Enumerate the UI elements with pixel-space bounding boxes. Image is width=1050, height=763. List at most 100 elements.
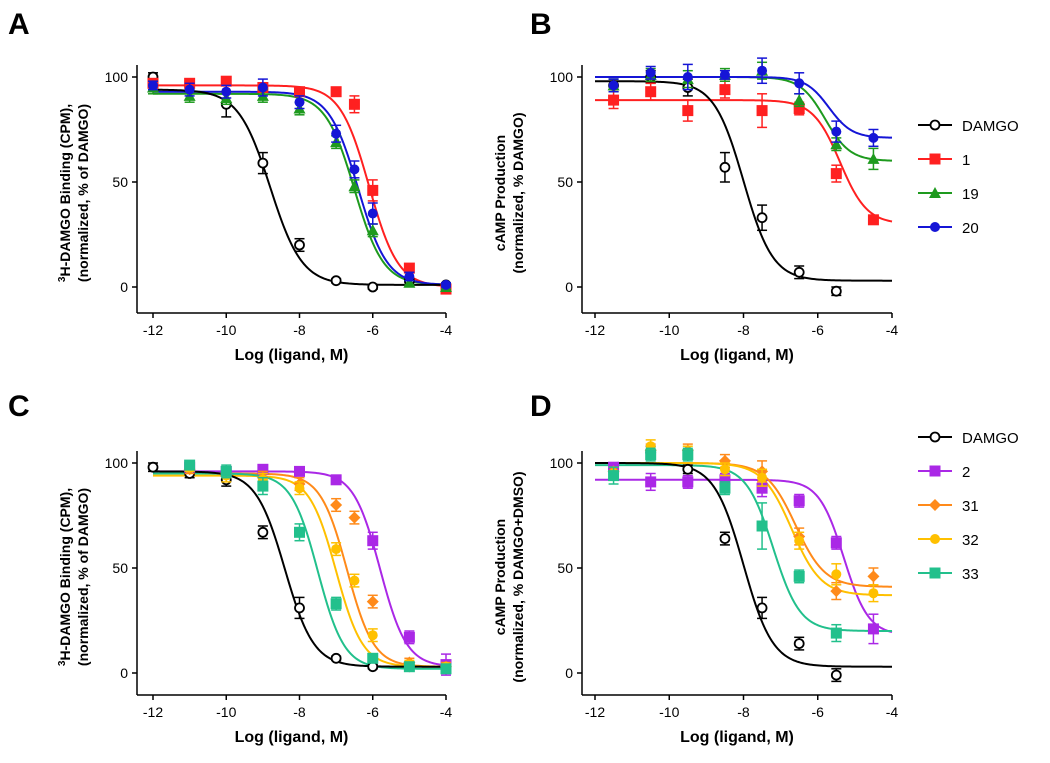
x-axis-label: Log (ligand, M) [680, 729, 794, 746]
data-point [682, 463, 694, 475]
data-point [830, 537, 842, 549]
data-point [257, 463, 269, 475]
data-point [793, 94, 806, 106]
y-tick-label: 0 [120, 665, 128, 681]
panel-label-d: D [530, 390, 552, 423]
legend-marker [929, 499, 941, 511]
y-axis-label-line2: (normalized, % DAMGO+DMSO) [510, 471, 526, 682]
panel-d: D -12 -10 -8 -6 -4 0 50 100 Log (ligand, M) cAMP … [492, 390, 898, 746]
fit-curve-33 [153, 472, 446, 670]
fit-curve-damgo [595, 462, 892, 668]
series-33 [608, 447, 842, 643]
data-point [793, 103, 805, 114]
y-axis-label-superscript: 3 [57, 660, 68, 666]
y-tick-label: 100 [550, 69, 574, 85]
x-tick-label: -8 [293, 704, 306, 720]
legend-marker [929, 465, 941, 477]
legend-item-32: 32 [918, 532, 979, 549]
y-axis-label-line2: (normalized, % of DAMGO) [75, 488, 91, 666]
y-tick-label: 0 [120, 279, 128, 295]
data-point [719, 69, 730, 80]
data-point [403, 631, 415, 643]
data-point [719, 464, 730, 475]
data-point [793, 570, 805, 582]
fit-curve-2 [153, 470, 447, 667]
data-point [793, 266, 805, 278]
data-point [294, 526, 305, 538]
data-point [645, 449, 657, 461]
data-point [645, 476, 657, 488]
y-tick-label: 50 [557, 560, 573, 576]
x-tick-label: -8 [293, 322, 306, 338]
data-point [294, 239, 305, 251]
data-point [294, 97, 305, 108]
data-point [257, 82, 268, 93]
data-point [330, 474, 342, 486]
fit-curve-1 [595, 99, 893, 223]
data-point [330, 86, 342, 98]
data-point [645, 86, 657, 98]
data-point [830, 669, 842, 681]
data-point [756, 212, 768, 224]
data-point [349, 575, 360, 586]
data-point [794, 535, 805, 546]
data-point [257, 526, 269, 538]
data-point [719, 533, 731, 544]
legend-item-damgo: DAMGO [918, 118, 1019, 135]
legend-item-31: 31 [918, 498, 979, 515]
data-point [757, 65, 768, 76]
data-point [867, 570, 880, 583]
fit-curve-19 [595, 76, 893, 162]
legend-marker [930, 534, 940, 544]
series-19 [147, 80, 452, 292]
x-tick-label: -10 [216, 322, 236, 338]
fit-curve-32 [153, 474, 446, 668]
data-point [349, 164, 360, 175]
x-tick-label: -12 [143, 322, 163, 338]
y-tick-label: 100 [105, 69, 129, 85]
x-tick-label: -6 [367, 322, 380, 338]
data-point [220, 75, 232, 87]
x-tick-label: -8 [737, 704, 750, 720]
legend-top: DAMGO 1 19 20 [918, 118, 1019, 237]
legend-label: DAMGO [962, 430, 1019, 447]
y-axis-label-text: H-DAMGO Binding (CPM), [57, 104, 73, 277]
legend-item-2: 2 [918, 464, 970, 481]
data-point [719, 84, 731, 96]
data-point [830, 138, 843, 150]
panel-label-c: C [8, 390, 30, 423]
x-tick-label: -12 [585, 322, 605, 338]
y-tick-label: 50 [112, 560, 128, 576]
legend-label: 1 [962, 152, 970, 169]
y-axis-label-line1: cAMP Production [492, 519, 508, 635]
x-tick-label: -4 [886, 704, 899, 720]
x-axis-label: Log (ligand, M) [680, 347, 794, 364]
data-point [331, 128, 342, 139]
data-point [756, 520, 768, 532]
data-point [367, 630, 378, 641]
data-point [148, 80, 158, 91]
panel-a: A -12 -10 -8 -6 -4 0 50 100 Log (ligand, M) 3H-DA… [8, 8, 452, 364]
data-point [367, 652, 379, 664]
y-axis-label-line1: cAMP Production [492, 135, 508, 251]
data-point [868, 588, 879, 599]
data-point [793, 495, 805, 507]
x-tick-label: -4 [440, 322, 453, 338]
fit-curve-2 [595, 478, 893, 634]
legend-item-1: 1 [918, 152, 970, 169]
x-axis-label: Log (ligand, M) [235, 729, 349, 746]
x-axis-label: Log (ligand, M) [235, 347, 349, 364]
x-tick-label: -4 [440, 704, 453, 720]
x-tick-label: -10 [216, 704, 236, 720]
y-tick-label: 0 [565, 279, 573, 295]
data-point [404, 271, 415, 282]
x-tick-label: -6 [812, 322, 825, 338]
data-point [682, 449, 694, 461]
y-tick-label: 50 [557, 174, 573, 190]
data-point [403, 661, 415, 673]
data-point [608, 94, 620, 106]
series-20 [148, 78, 451, 290]
data-point [608, 80, 619, 91]
data-point [348, 511, 361, 524]
legend-marker [929, 187, 941, 198]
